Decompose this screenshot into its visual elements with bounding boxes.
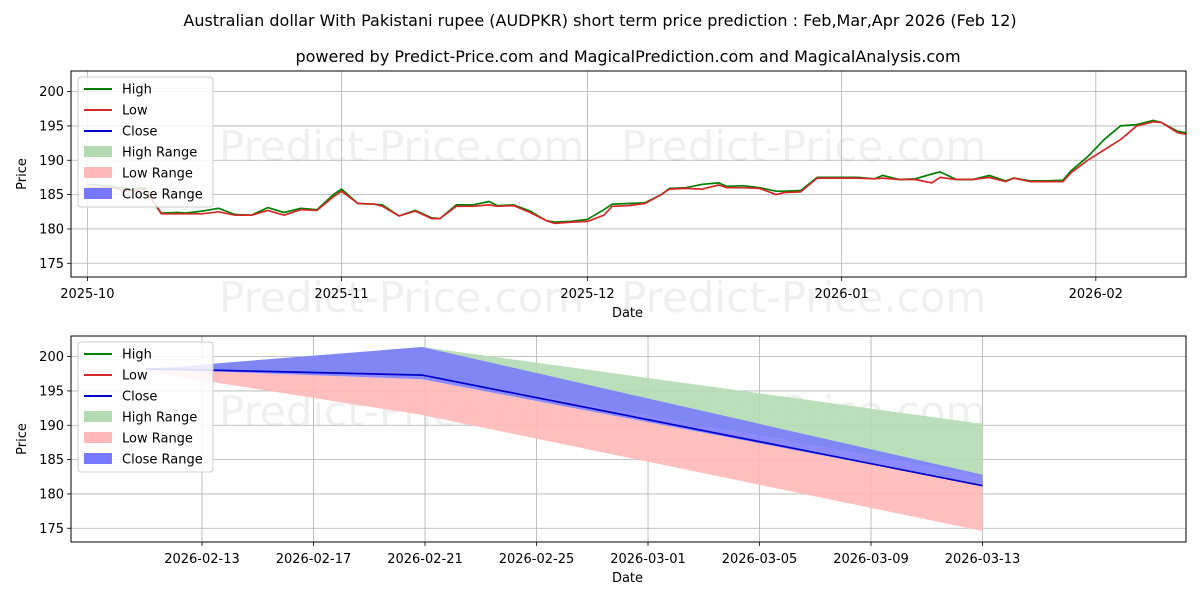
high-range-band xyxy=(146,347,983,476)
x-tick-label: 2026-03-01 xyxy=(610,552,686,567)
x-tick-label: 2026-02 xyxy=(1069,287,1123,302)
chart-title: Australian dollar With Pakistani rupee (… xyxy=(183,11,1016,30)
x-tick-label: 2026-03-13 xyxy=(945,552,1021,567)
plot-area xyxy=(146,347,983,531)
legend-swatch-close-range xyxy=(84,188,112,199)
watermark-text: Predict-Price.com xyxy=(621,122,986,171)
x-tick-label: 2026-02-17 xyxy=(276,552,352,567)
watermark-text: Predict-Price.com xyxy=(219,273,584,322)
watermark-text: Predict-Price.com xyxy=(621,273,986,322)
x-tick-label: 2025-11 xyxy=(314,287,368,302)
x-tick-label: 2026-02-13 xyxy=(164,552,240,567)
y-tick-label: 195 xyxy=(39,384,64,399)
legend-swatch-high-range xyxy=(84,411,112,422)
low-series-line xyxy=(87,120,1186,225)
y-tick-label: 175 xyxy=(39,522,64,537)
chart-subtitle: powered by Predict-Price.com and Magical… xyxy=(295,47,960,66)
legend-label-close-range: Close Range xyxy=(122,188,203,203)
legend-label-low-range: Low Range xyxy=(122,432,193,447)
y-tick-label: 185 xyxy=(39,188,64,203)
legend-swatch-close-range xyxy=(84,453,112,464)
legend: High Low Close High Range Low Range Close Ran… xyxy=(77,341,214,473)
x-tick-label: 2025-10 xyxy=(60,287,114,302)
panel-top: Predict-Price.com Predict-Price.com Predic… xyxy=(15,70,1187,322)
y-tick-label: 190 xyxy=(39,419,64,434)
legend-label-low: Low xyxy=(122,104,148,119)
legend: High Low Close High Range Low Range Close Ran… xyxy=(77,76,214,208)
x-axis-label: Date xyxy=(612,571,643,586)
legend-label-high: High xyxy=(122,348,152,363)
legend-swatch-low-range xyxy=(84,167,112,178)
y-tick-label: 185 xyxy=(39,453,64,468)
y-tick-label: 190 xyxy=(39,154,64,169)
legend-label-high: High xyxy=(122,83,152,98)
legend-label-low-range: Low Range xyxy=(122,167,193,182)
x-tick-label: 2026-03-09 xyxy=(833,552,909,567)
x-tick-label: 2026-01 xyxy=(814,287,868,302)
legend-swatch-high-range xyxy=(84,146,112,157)
y-axis-label: Price xyxy=(15,423,30,455)
y-tick-label: 200 xyxy=(39,85,64,100)
y-tick-label: 175 xyxy=(39,257,64,272)
x-tick-label: 2026-02-25 xyxy=(499,552,575,567)
y-tick-label: 195 xyxy=(39,119,64,134)
x-tick-label: 2026-02-21 xyxy=(387,552,463,567)
y-axis-label: Price xyxy=(15,158,30,190)
legend-label-close: Close xyxy=(122,390,157,405)
x-tick-label: 2025-12 xyxy=(560,287,614,302)
legend-label-low: Low xyxy=(122,369,148,384)
axes-frame xyxy=(70,335,1187,543)
x-tick-label: 2026-03-05 xyxy=(722,552,798,567)
x-axis-label: Date xyxy=(612,306,643,321)
y-tick-label: 200 xyxy=(39,350,64,365)
legend-label-high-range: High Range xyxy=(122,411,197,426)
y-tick-label: 180 xyxy=(39,487,64,502)
watermark-text: Predict-Price.com xyxy=(219,122,584,171)
legend-label-close: Close xyxy=(122,125,157,140)
plot-area xyxy=(87,119,1186,225)
axes-frame xyxy=(70,70,1187,278)
legend-label-close-range: Close Range xyxy=(122,453,203,468)
legend-swatch-low-range xyxy=(84,432,112,443)
panel-bottom: Predict-Price.comPredict-Price.com2026-0… xyxy=(15,335,1187,586)
y-tick-label: 180 xyxy=(39,222,64,237)
legend-label-high-range: High Range xyxy=(122,146,197,161)
